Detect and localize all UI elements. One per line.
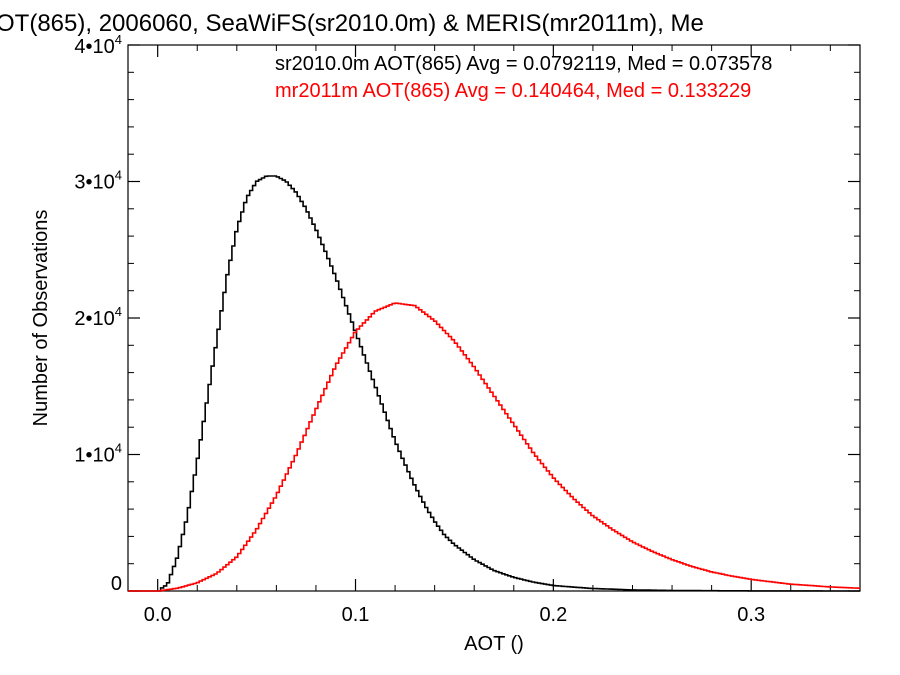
x-tick-label: 0.3 — [737, 604, 765, 626]
chart-title: OT(865), 2006060, SeaWiFS(sr2010.0m) & M… — [0, 10, 704, 37]
y-tick-label: 2•104 — [74, 304, 122, 330]
y-tick-label-exponent: 4 — [115, 32, 122, 47]
y-tick-label-base: 4•10 — [74, 36, 114, 58]
y-tick-label-exponent: 4 — [115, 441, 122, 456]
legend-entry-red: mr2011m AOT(865) Avg = 0.140464, Med = 0… — [275, 80, 751, 102]
y-tick-label: 4•104 — [74, 32, 122, 58]
x-axis-label: AOT () — [464, 633, 524, 655]
y-tick-label-base: 1•10 — [74, 445, 114, 467]
y-axis-label: Number of Observations — [30, 210, 52, 427]
y-tick-label-base: 0 — [111, 573, 122, 595]
series-layer — [128, 175, 860, 592]
x-tick-label: 0.0 — [144, 604, 172, 626]
y-tick-label: 3•104 — [74, 168, 122, 194]
x-tick-label: 0.1 — [342, 604, 370, 626]
series-line-0 — [128, 175, 860, 592]
y-tick-label: 1•104 — [74, 441, 122, 467]
series-line-1 — [128, 302, 860, 592]
y-tick-label-exponent: 4 — [115, 304, 122, 319]
y-tick-label: 0 — [111, 573, 122, 595]
plot-frame — [127, 44, 861, 592]
legend-entry-black: sr2010.0m AOT(865) Avg = 0.0792119, Med … — [275, 53, 772, 75]
y-tick-label-base: 3•10 — [74, 172, 114, 194]
y-tick-label-exponent: 4 — [115, 168, 122, 183]
y-tick-label-base: 2•10 — [74, 308, 114, 330]
x-tick-label: 0.2 — [539, 604, 567, 626]
